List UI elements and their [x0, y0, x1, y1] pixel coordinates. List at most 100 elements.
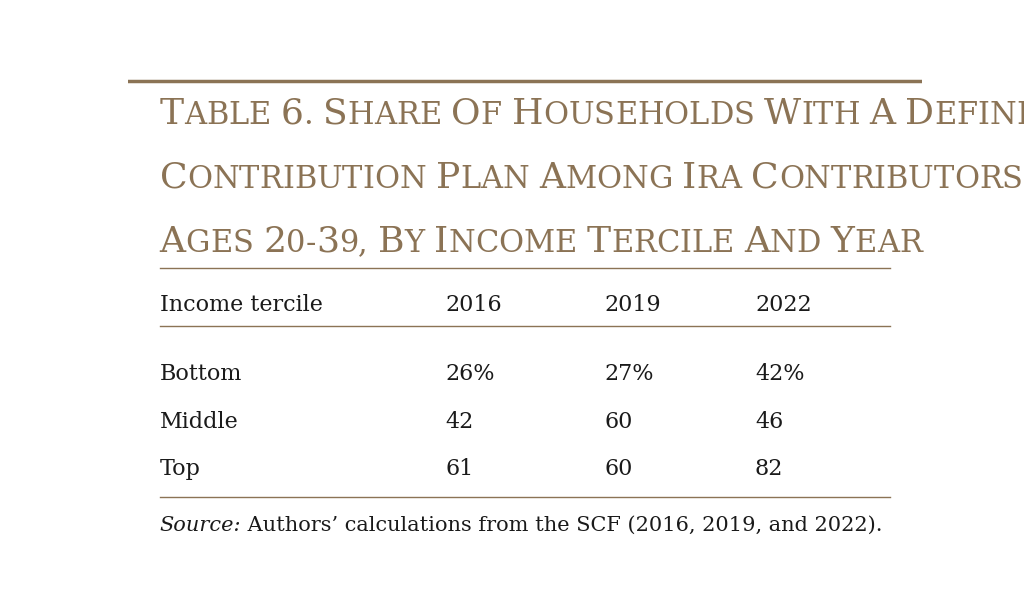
Text: 26%: 26%	[445, 363, 495, 385]
Text: 27%: 27%	[604, 363, 653, 385]
Text: E: E	[855, 228, 877, 259]
Text: 2: 2	[263, 225, 286, 259]
Text: E: E	[611, 228, 634, 259]
Text: B: B	[294, 164, 316, 195]
Text: T: T	[934, 164, 954, 195]
Text: Top: Top	[160, 458, 201, 480]
Text: 0: 0	[286, 228, 305, 259]
Text: S: S	[324, 97, 348, 131]
Text: I: I	[434, 225, 449, 259]
Text: G: G	[185, 228, 210, 259]
Text: N: N	[622, 164, 648, 195]
Text: E: E	[712, 228, 734, 259]
Text: A: A	[869, 97, 896, 131]
Text: C: C	[752, 161, 779, 195]
Text: R: R	[634, 228, 656, 259]
Text: L: L	[228, 100, 249, 131]
Text: H: H	[348, 100, 374, 131]
Text: B: B	[378, 225, 404, 259]
Text: O: O	[375, 164, 399, 195]
Text: O: O	[954, 164, 979, 195]
Text: Y: Y	[404, 228, 424, 259]
Text: N: N	[399, 164, 426, 195]
Text: E: E	[1017, 100, 1024, 131]
Text: E: E	[419, 100, 441, 131]
Text: S: S	[232, 228, 253, 259]
Text: G: G	[648, 164, 673, 195]
Text: Middle: Middle	[160, 411, 239, 432]
Text: U: U	[908, 164, 934, 195]
Text: .: .	[304, 100, 313, 131]
Text: T: T	[587, 225, 611, 259]
Text: E: E	[210, 228, 232, 259]
Text: I: I	[978, 100, 990, 131]
Text: W: W	[764, 97, 801, 131]
Text: S: S	[1002, 164, 1023, 195]
Text: R: R	[696, 164, 720, 195]
Text: I: I	[801, 100, 813, 131]
Text: F: F	[481, 100, 502, 131]
Text: 2019: 2019	[604, 294, 660, 317]
Text: R: R	[259, 164, 283, 195]
Text: D: D	[905, 97, 934, 131]
Text: E: E	[614, 100, 637, 131]
Text: R: R	[396, 100, 419, 131]
Text: T: T	[813, 100, 834, 131]
Text: P: P	[436, 161, 460, 195]
Text: O: O	[544, 100, 568, 131]
Text: A: A	[160, 225, 185, 259]
Text: B: B	[886, 164, 908, 195]
Text: 9: 9	[339, 228, 358, 259]
Text: H: H	[512, 97, 544, 131]
Text: S: S	[733, 100, 755, 131]
Text: 3: 3	[315, 225, 339, 259]
Text: I: I	[873, 164, 886, 195]
Text: D: D	[797, 228, 821, 259]
Text: C: C	[475, 228, 499, 259]
Text: R: R	[851, 164, 873, 195]
Text: L: L	[689, 100, 709, 131]
Text: O: O	[664, 100, 689, 131]
Text: O: O	[452, 97, 481, 131]
Text: 60: 60	[604, 411, 633, 432]
Text: Bottom: Bottom	[160, 363, 242, 385]
Text: S: S	[594, 100, 614, 131]
Text: R: R	[899, 228, 922, 259]
Text: A: A	[480, 164, 503, 195]
Text: F: F	[956, 100, 978, 131]
Text: C: C	[160, 161, 187, 195]
Text: L: L	[691, 228, 712, 259]
Text: A: A	[539, 161, 565, 195]
Text: R: R	[979, 164, 1002, 195]
Text: 2016: 2016	[445, 294, 502, 317]
Text: 82: 82	[755, 458, 783, 480]
Text: C: C	[656, 228, 680, 259]
Text: T: T	[240, 164, 259, 195]
Text: 2022: 2022	[755, 294, 812, 317]
Text: L: L	[460, 164, 480, 195]
Text: N: N	[449, 228, 475, 259]
Text: A: A	[743, 225, 770, 259]
Text: N: N	[990, 100, 1017, 131]
Text: N: N	[770, 228, 797, 259]
Text: Authors’ calculations from the SCF (2016, 2019, and 2022).: Authors’ calculations from the SCF (2016…	[242, 516, 883, 535]
Text: H: H	[637, 100, 664, 131]
Text: A: A	[184, 100, 206, 131]
Text: A: A	[374, 100, 396, 131]
Text: E: E	[555, 228, 578, 259]
Text: O: O	[779, 164, 804, 195]
Text: H: H	[834, 100, 860, 131]
Text: T: T	[342, 164, 362, 195]
Text: -: -	[305, 228, 315, 259]
Text: A: A	[720, 164, 741, 195]
Text: O: O	[187, 164, 213, 195]
Text: 46: 46	[755, 411, 783, 432]
Text: 42%: 42%	[755, 363, 805, 385]
Text: 6: 6	[281, 97, 304, 131]
Text: M: M	[565, 164, 596, 195]
Text: O: O	[499, 228, 523, 259]
Text: E: E	[934, 100, 956, 131]
Text: N: N	[503, 164, 529, 195]
Text: N: N	[213, 164, 240, 195]
Text: ,: ,	[358, 228, 368, 259]
